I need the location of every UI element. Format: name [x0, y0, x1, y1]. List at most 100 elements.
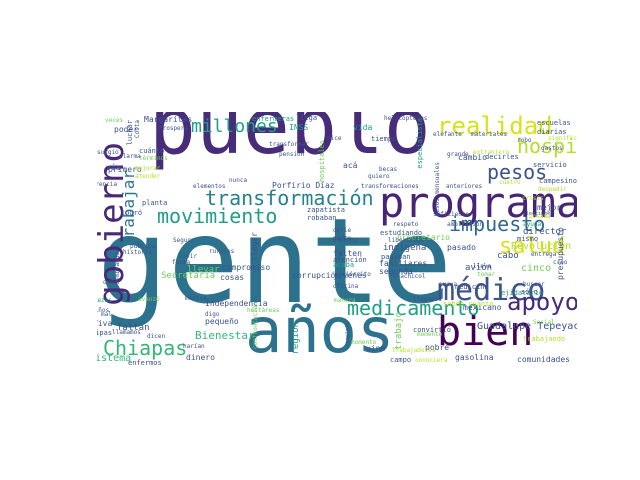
- word-cloud-word: enfermos: [128, 359, 162, 367]
- word-cloud-word: compromiso: [222, 263, 271, 272]
- word-cloud-word: Bienestar: [195, 329, 255, 342]
- word-cloud-word: elementos: [193, 183, 226, 190]
- word-cloud-word: respeto: [393, 221, 419, 228]
- word-cloud-word: rurales: [209, 248, 235, 255]
- word-cloud-word: propietario: [397, 233, 450, 242]
- word-cloud-word: pobre: [425, 343, 450, 352]
- word-cloud-word: Porfirio Díaz: [272, 181, 335, 190]
- word-cloud-word: hospital: [517, 134, 577, 158]
- word-cloud-word: dinero: [186, 353, 215, 362]
- word-cloud-word: historia: [123, 249, 152, 256]
- word-cloud-word: realidad: [437, 112, 553, 140]
- word-cloud-word: Chiapas: [103, 336, 188, 360]
- word-cloud-word: Revolución: [511, 241, 572, 252]
- word-cloud-word: riquezas: [97, 297, 112, 304]
- word-cloud-word: vía: [106, 163, 121, 172]
- word-cloud-word: llega: [296, 114, 318, 122]
- word-cloud-word: nunca: [229, 177, 248, 184]
- word-cloud-word: creo: [553, 259, 568, 266]
- word-cloud-word: Juárez: [333, 236, 359, 244]
- word-cloud-word: conociera: [415, 357, 448, 364]
- word-cloud-word: acá: [343, 161, 358, 170]
- word-cloud-word: diferencia: [97, 181, 118, 188]
- word-cloud-word: Secretaría: [161, 271, 216, 281]
- word-cloud-word: diarias: [537, 128, 567, 136]
- word-cloud-word: falten: [333, 249, 362, 258]
- word-cloud-word: Viva: [97, 319, 113, 328]
- word-cloud-word: director: [523, 227, 567, 237]
- word-cloud-word: pipas: [97, 329, 113, 337]
- word-cloud-word: pasado: [447, 243, 476, 252]
- word-cloud-word: trabajando: [523, 335, 566, 343]
- word-cloud-word: tiempo: [371, 135, 397, 143]
- word-cloud-word: mismo: [517, 235, 539, 243]
- word-cloud-word: mexicano: [463, 303, 502, 312]
- word-cloud-word: dicen: [147, 333, 166, 340]
- word-cloud-word: indígena: [383, 243, 427, 253]
- word-cloud-word: niños: [97, 307, 110, 314]
- word-cloud-word: manera: [334, 297, 356, 304]
- word-cloud-word: becas: [379, 166, 398, 173]
- word-cloud-word: hectáreas: [247, 307, 280, 314]
- word-cloud-word: presupuesto: [556, 227, 565, 280]
- word-cloud-word: oficina: [333, 283, 359, 290]
- word-cloud-word: mejorar: [135, 165, 161, 172]
- word-cloud-word: llegamos: [413, 296, 442, 303]
- word-cloud-word: anteriores: [446, 183, 483, 190]
- word-cloud-word: zapatista: [307, 206, 345, 214]
- word-cloud-word: momento: [351, 339, 377, 346]
- word-cloud-word: crisis: [522, 195, 544, 202]
- word-cloud-word: veces: [105, 117, 124, 124]
- word-cloud-word: ayuda: [523, 221, 542, 228]
- word-cloud-word: términos: [139, 155, 168, 162]
- word-cloud-word: Prospera: [159, 125, 188, 132]
- word-cloud-word: primero: [108, 165, 142, 174]
- word-cloud-word: luchar: [126, 120, 134, 146]
- word-cloud-word: robaban: [307, 214, 337, 222]
- word-cloud-word: apoyo: [507, 288, 577, 316]
- word-cloud-word: saben cuánto: [443, 300, 494, 308]
- word-cloud-word: ejidatario: [501, 289, 544, 297]
- word-cloud-word: faltan: [117, 323, 150, 333]
- word-cloud-word: tomar: [477, 271, 496, 278]
- word-cloud-word: cosas: [220, 273, 245, 282]
- word-cloud-word: ampliación: [447, 221, 484, 228]
- word-cloud-word: pequeño: [205, 317, 239, 326]
- word-cloud-word: Guadalupe Tepeyac: [477, 321, 577, 332]
- word-cloud-word: sistema: [97, 353, 132, 364]
- word-cloud-word: lleva: [473, 263, 492, 270]
- word-cloud-word: nueva: [439, 281, 458, 288]
- word-cloud-word: transformar: [269, 141, 309, 148]
- word-cloud-word: helicópteros: [384, 115, 428, 122]
- word-cloud-word: movimiento: [157, 204, 278, 228]
- word-cloud-word: vine: [366, 344, 386, 353]
- word-cloud-word: cuánto: [139, 147, 165, 155]
- word-cloud-word: Social: [533, 319, 555, 326]
- word-cloud-word: INSS: [289, 123, 309, 132]
- word-cloud-word: gasolina: [455, 353, 494, 362]
- word-cloud-word: robo: [517, 137, 532, 144]
- word-cloud-word: grande: [447, 151, 469, 158]
- word-cloud-word: transformaciones: [361, 183, 419, 190]
- word-cloud-word: digo: [205, 311, 220, 318]
- word-cloud-word: pública: [130, 243, 156, 250]
- word-cloud-word: jóvenes: [333, 271, 367, 280]
- word-cloud-word: gastos: [541, 145, 563, 152]
- word-cloud-word: enfermeras: [252, 115, 295, 123]
- word-cloud-word: llegar: [250, 232, 259, 261]
- word-cloud-word: decirles: [485, 153, 519, 161]
- word-cloud-word: elecciones: [523, 211, 554, 217]
- word-cloud-word: alarma: [119, 153, 141, 160]
- word-cloud-word: convirtió: [413, 326, 451, 334]
- word-cloud-word: huachicol: [393, 273, 426, 280]
- word-cloud-word: poder: [114, 125, 139, 134]
- word-cloud-word: pesos: [487, 160, 548, 184]
- word-cloud-word: comunidades: [517, 355, 570, 364]
- word-cloud-word: buscar: [523, 281, 545, 288]
- word-cloud-word: avión: [465, 263, 493, 273]
- word-cloud-word: escuelas: [537, 119, 571, 127]
- word-cloud-word: vida: [353, 123, 373, 132]
- word-cloud-word: millones: [191, 116, 278, 137]
- word-cloud-word: entrega: [531, 251, 557, 258]
